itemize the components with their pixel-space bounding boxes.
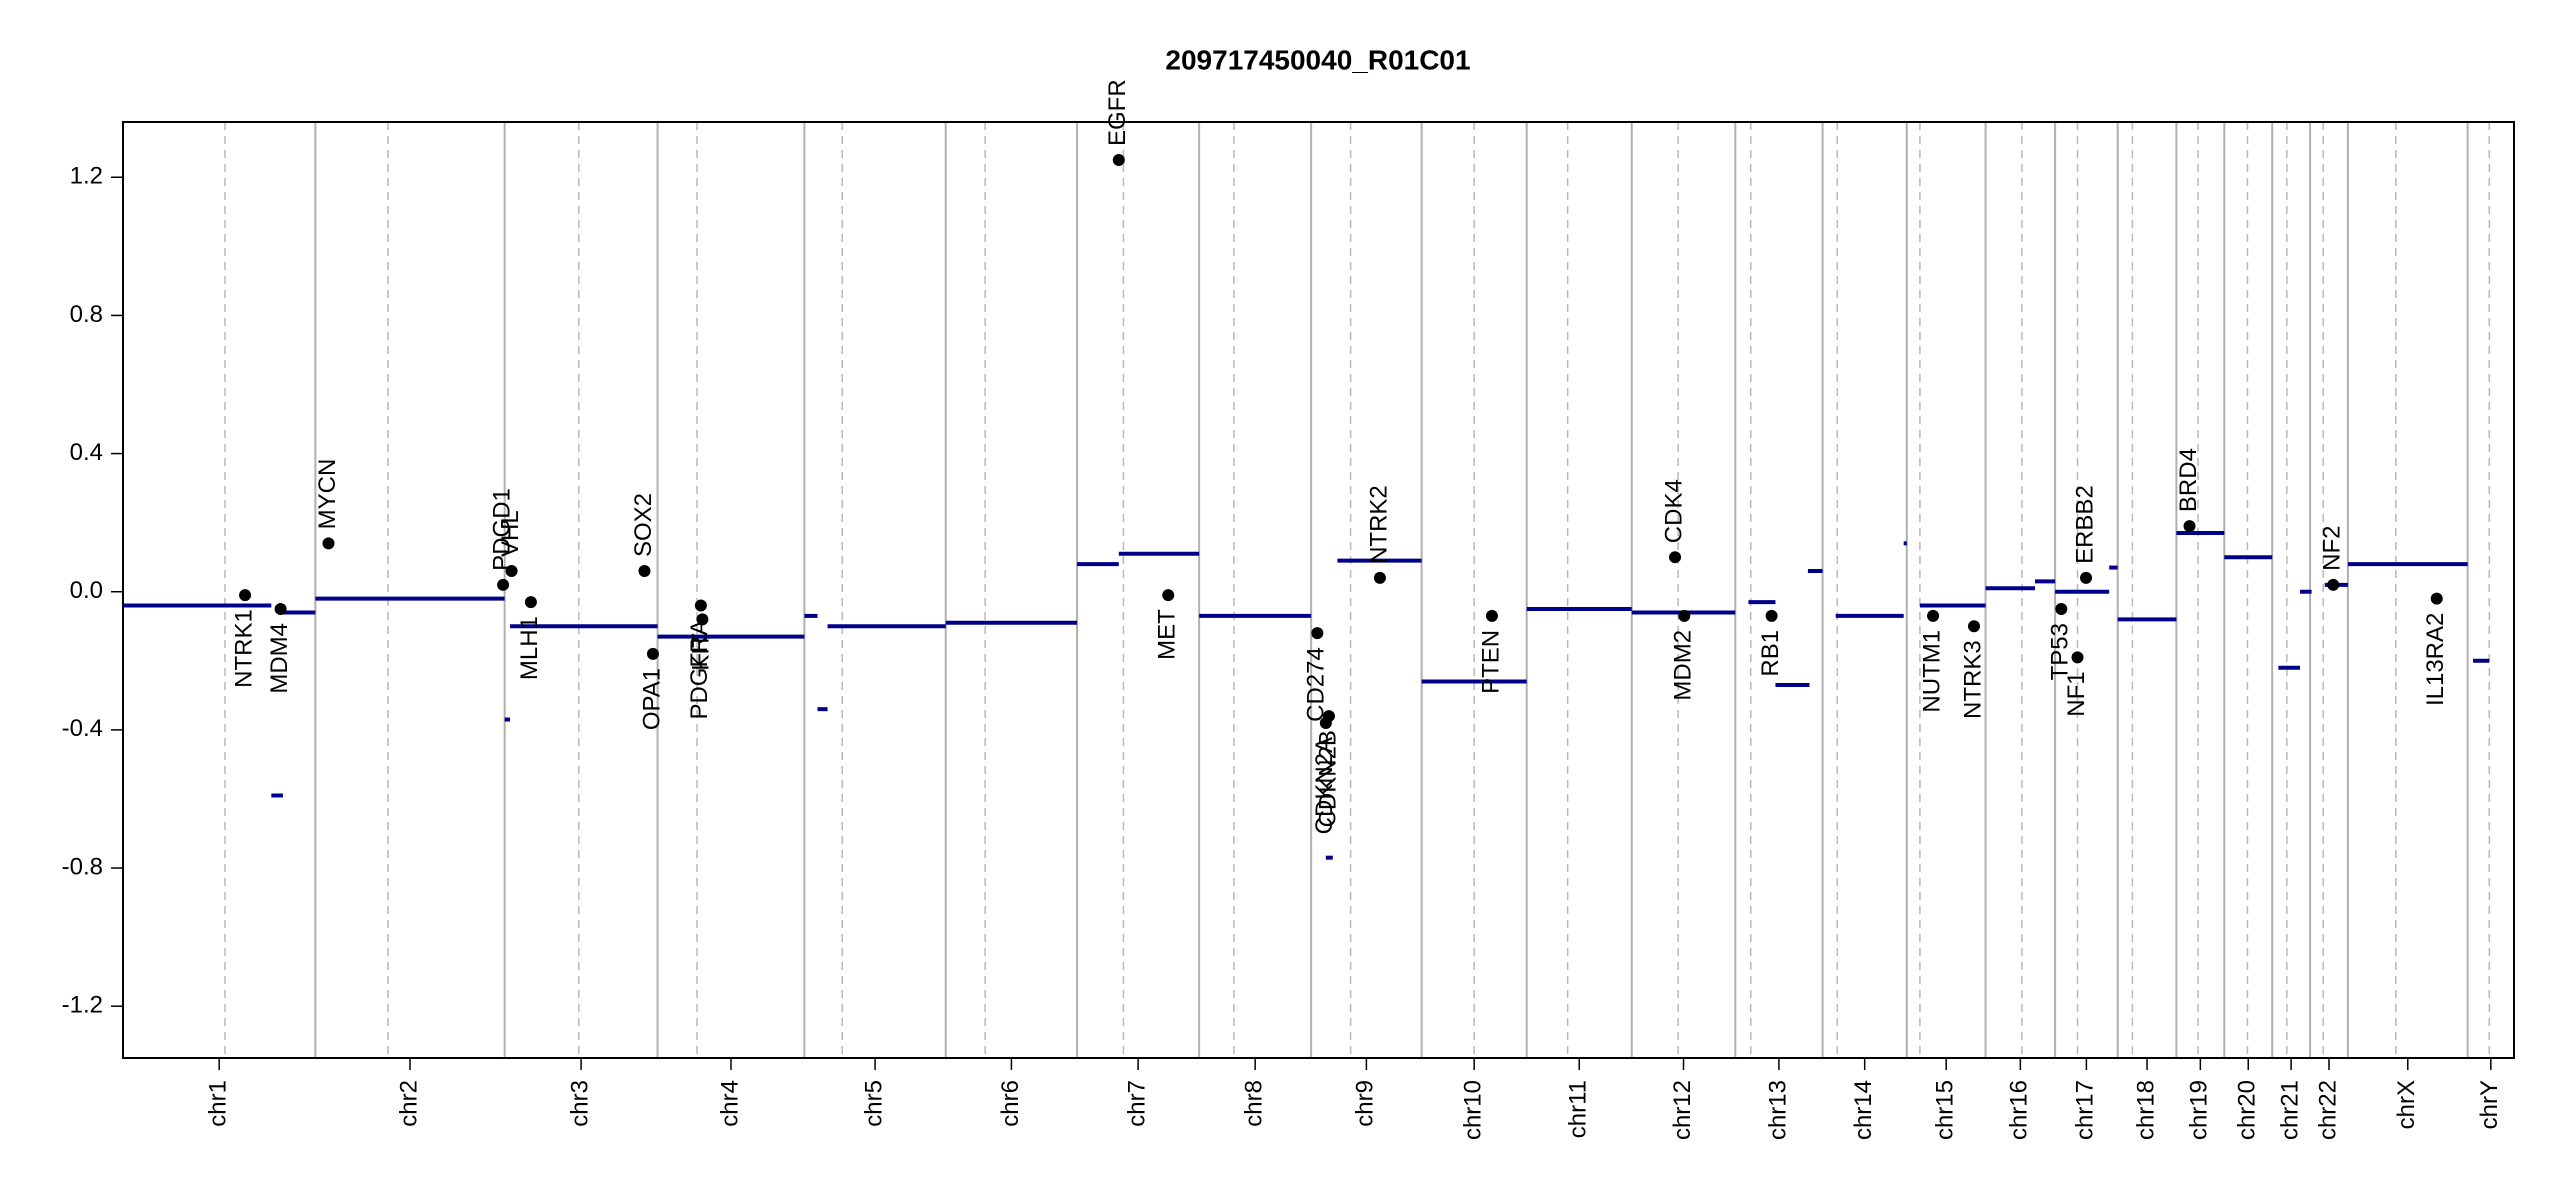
x-tick-label: chr16 (2006, 1080, 2033, 1140)
x-tick-label: chr6 (997, 1080, 1024, 1127)
gene-label: CD274 (1303, 647, 1330, 722)
gene-label: OPA1 (638, 668, 665, 730)
x-tick-label: chr4 (716, 1080, 743, 1127)
gene-point (1373, 571, 1386, 584)
gene-label: NTRK3 (1959, 640, 1986, 719)
x-tick-label: chr1 (205, 1080, 232, 1127)
gene-point (1678, 609, 1691, 622)
y-tick-label: -0.8 (62, 853, 103, 880)
x-tick-label: chr21 (2276, 1080, 2303, 1140)
gene-point (1112, 153, 1125, 166)
gene-point (524, 596, 537, 609)
gene-point (1765, 609, 1778, 622)
x-tick-label: chrX (2393, 1080, 2420, 1129)
x-tick-label: chr14 (1850, 1080, 1877, 1140)
y-tick-label: -0.4 (62, 715, 103, 742)
x-tick-label: chr12 (1669, 1080, 1696, 1140)
x-tick-label: chrY (2476, 1080, 2503, 1129)
y-tick-label: 0.0 (70, 577, 103, 604)
y-tick-label: -1.2 (62, 992, 103, 1019)
gene-point (1162, 589, 1175, 602)
gene-point (646, 647, 659, 660)
chart-title: 209717450040_R01C01 (1165, 44, 1470, 75)
gene-point (1967, 620, 1980, 633)
y-tick-label: 0.4 (70, 439, 103, 466)
gene-label: MET (1154, 609, 1181, 660)
gene-point (1311, 627, 1324, 640)
x-tick-label: chr7 (1123, 1080, 1150, 1127)
gene-point (2055, 602, 2068, 615)
y-tick-label: 1.2 (70, 163, 103, 190)
x-tick-label: chr18 (2132, 1080, 2159, 1140)
x-tick-label: chr11 (1565, 1080, 1592, 1138)
gene-label: PDGD1 (488, 488, 515, 571)
plot-frame (122, 121, 2515, 1059)
gene-point (696, 613, 709, 626)
gene-label: KIT (688, 633, 715, 671)
gene-label: NUTM1 (1918, 630, 1945, 713)
gene-point (239, 589, 252, 602)
gene-point (2080, 571, 2093, 584)
x-tick-label: chr17 (2072, 1080, 2099, 1140)
gene-point (638, 565, 651, 578)
gene-label: NF2 (2319, 525, 2346, 570)
x-tick-label: chr3 (566, 1080, 593, 1127)
gene-point (1927, 609, 1940, 622)
gene-label: VHL (497, 510, 524, 557)
y-tick-label: 0.8 (70, 301, 103, 328)
x-tick-label: chr22 (2314, 1080, 2341, 1140)
x-tick-label: chr10 (1460, 1080, 1487, 1140)
gene-point (322, 537, 335, 550)
gene-point (505, 565, 518, 578)
gene-point (2071, 651, 2084, 664)
gene-label: MYCN (314, 459, 341, 530)
x-tick-label: chr2 (395, 1080, 422, 1127)
gene-point (694, 599, 707, 612)
gene-point (1322, 710, 1335, 723)
gene-label: PTEN (1477, 630, 1504, 694)
gene-label: CDK4 (1660, 479, 1687, 543)
x-tick-label: chr19 (2186, 1080, 2213, 1140)
gene-label: PDGFRA (686, 620, 713, 720)
gene-point (1669, 551, 1682, 564)
x-tick-label: chr5 (860, 1080, 887, 1127)
gene-point (2327, 578, 2340, 591)
gene-label: ERBB2 (2071, 485, 2098, 564)
gene-label: MDM2 (1670, 630, 1697, 701)
x-tick-label: chr15 (1932, 1080, 1959, 1140)
gene-label: BRD4 (2175, 448, 2202, 512)
gene-label: NTRK2 (1365, 485, 1392, 564)
gene-point (2430, 592, 2443, 605)
x-tick-label: chr13 (1764, 1080, 1791, 1140)
gene-label: CDKN2A (1311, 737, 1338, 834)
gene-label: MDM4 (266, 623, 293, 694)
x-tick-label: chr8 (1240, 1080, 1267, 1127)
x-tick-label: chr9 (1352, 1080, 1379, 1127)
gene-point (497, 578, 510, 591)
gene-label: IL13RA2 (2422, 613, 2449, 706)
gene-label: RB1 (1757, 630, 1784, 677)
gene-label: EGFR (1104, 79, 1131, 146)
gene-label: CDKN2B (1314, 730, 1341, 827)
gene-label: SOX2 (630, 493, 657, 557)
x-tick-label: chr20 (2234, 1080, 2261, 1140)
gene-label: NF1 (2063, 671, 2090, 716)
gene-label: TP53 (2047, 623, 2074, 680)
gene-point (1485, 609, 1498, 622)
gene-point (274, 602, 287, 615)
gene-label: NTRK1 (230, 609, 257, 688)
gene-point (2183, 520, 2196, 533)
gene-label: MLH1 (516, 616, 543, 680)
